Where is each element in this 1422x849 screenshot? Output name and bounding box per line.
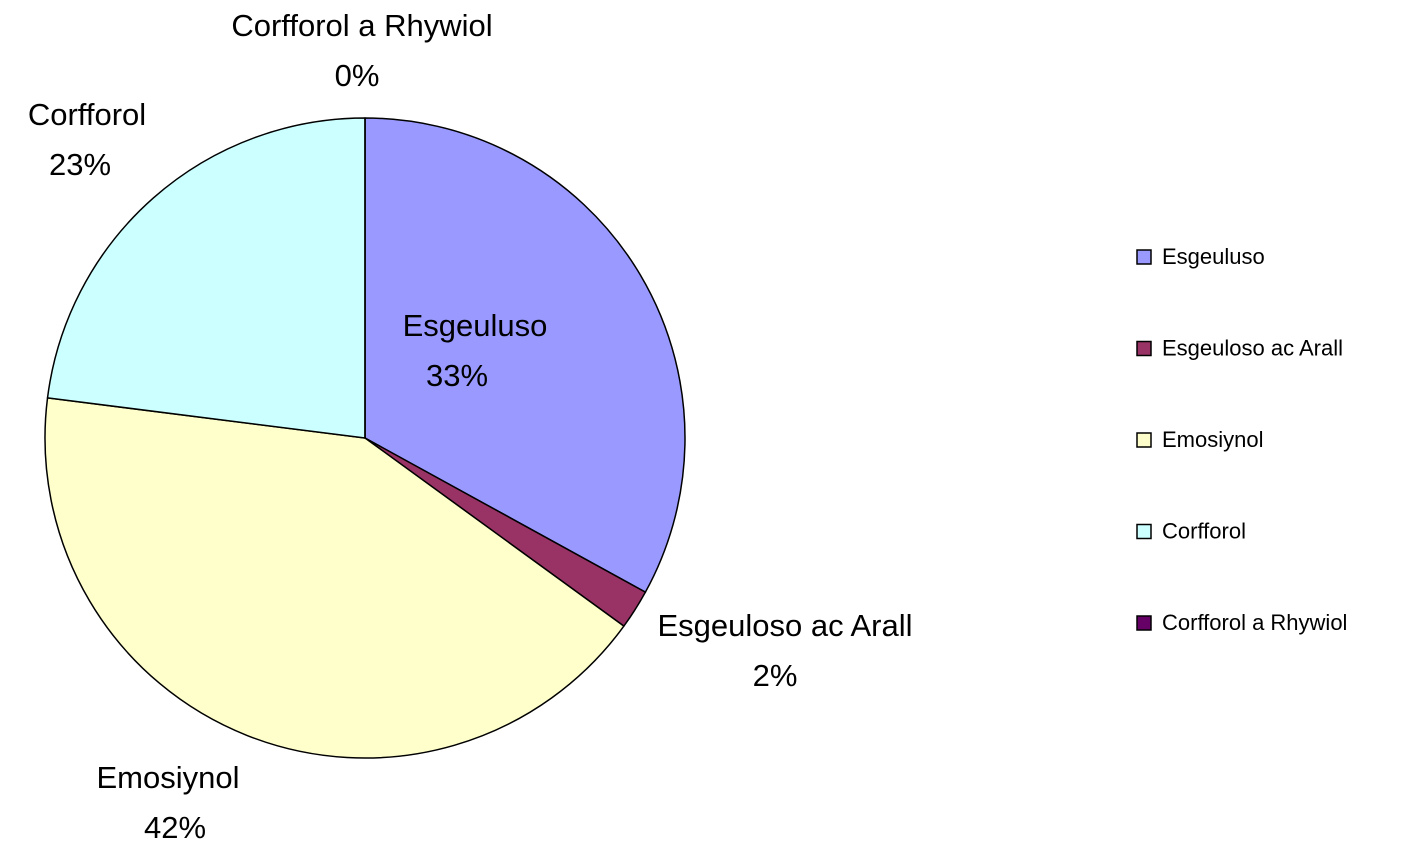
legend-label: Emosiynol	[1162, 427, 1263, 452]
slice-label: Esgeuluso	[403, 308, 548, 343]
legend-label: Corfforol	[1162, 518, 1246, 543]
slice-value-label: 23%	[49, 147, 111, 182]
pie-slice	[364, 117, 686, 593]
legend-swatch	[1136, 615, 1152, 631]
pie-slice	[44, 397, 625, 759]
slice-label: Esgeuloso ac Arall	[657, 608, 912, 643]
slice-label: Emosiynol	[97, 760, 240, 795]
slice-label: Corfforol a Rhywiol	[231, 8, 492, 43]
legend-label: Corfforol a Rhywiol	[1162, 610, 1347, 635]
legend-swatch	[1136, 249, 1152, 265]
slice-value-label: 0%	[335, 58, 380, 93]
slice-value-label: 42%	[144, 810, 206, 845]
legend-swatch	[1136, 340, 1152, 357]
legend-label: Esgeuluso	[1162, 244, 1265, 269]
legend-label: Esgeuloso ac Arall	[1162, 335, 1343, 360]
slice-label: Corfforol	[28, 97, 146, 132]
legend-swatch	[1136, 523, 1152, 540]
slice-value-label: 2%	[753, 658, 798, 693]
pie-slice	[46, 117, 366, 439]
legend-swatch	[1136, 432, 1152, 448]
slice-value-label: 33%	[426, 358, 488, 393]
